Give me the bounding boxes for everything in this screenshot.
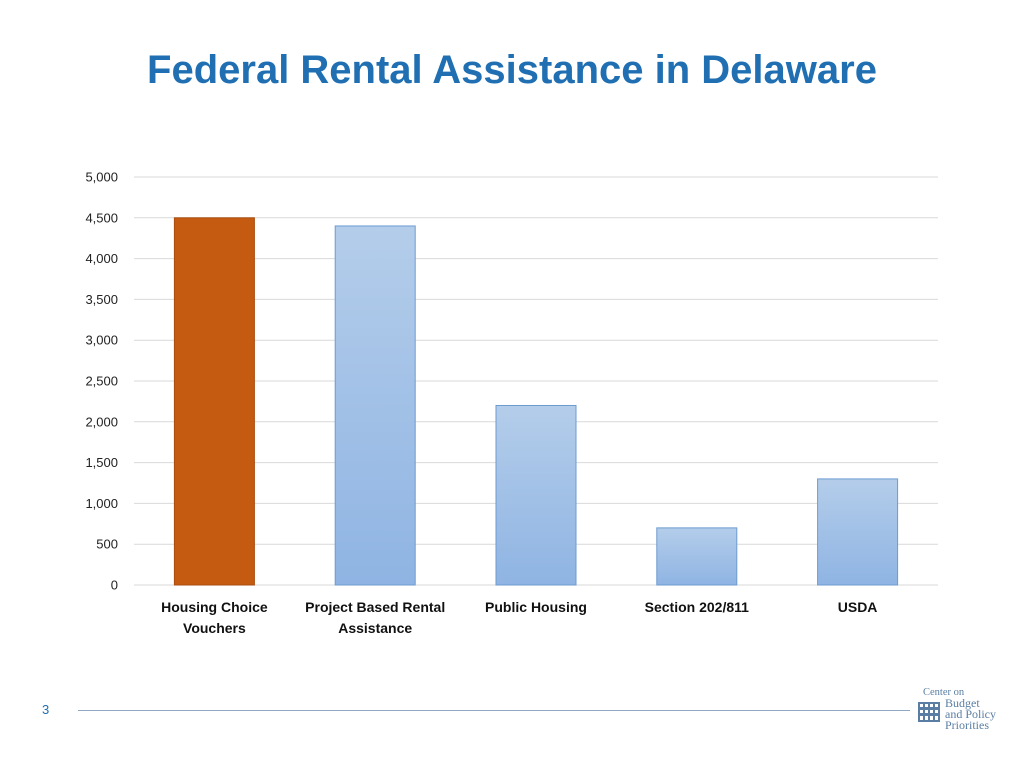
footer-divider bbox=[78, 710, 910, 711]
x-category-label: Project Based Rental bbox=[305, 599, 445, 615]
y-tick-label: 4,000 bbox=[85, 251, 118, 266]
x-category-label: Section 202/811 bbox=[645, 599, 750, 615]
y-tick-label: 0 bbox=[111, 578, 118, 593]
bar bbox=[817, 478, 899, 586]
logo-line: Priorities bbox=[945, 718, 989, 732]
logo-line: and Policy bbox=[945, 707, 996, 721]
cbpp-logo: Center on Budget and Policy Priorities bbox=[918, 687, 999, 734]
x-category-label: Vouchers bbox=[183, 620, 246, 636]
y-tick-label: 5,000 bbox=[85, 170, 118, 185]
bar bbox=[173, 217, 255, 586]
bar-chart: 0 500 1,000 1,500 2,000 2,500 3,000 3,500 4,000 4… bbox=[85, 170, 938, 636]
bar bbox=[334, 225, 416, 586]
building-icon bbox=[918, 702, 940, 722]
bar bbox=[656, 527, 738, 586]
y-tick-label: 1,500 bbox=[85, 455, 118, 470]
x-category-label: Assistance bbox=[338, 620, 412, 636]
page-title: Federal Rental Assistance in Delaware bbox=[147, 48, 877, 92]
y-tick-label: 2,500 bbox=[85, 374, 118, 389]
y-tick-label: 3,500 bbox=[85, 292, 118, 307]
logo-line: Center on bbox=[923, 687, 965, 698]
y-axis-ticks: 0 500 1,000 1,500 2,000 2,500 3,000 3,500 4,000 4… bbox=[85, 170, 118, 593]
y-tick-label: 2,000 bbox=[85, 414, 118, 429]
y-tick-label: 1,000 bbox=[85, 496, 118, 511]
y-tick-label: 4,500 bbox=[85, 210, 118, 225]
bars bbox=[173, 217, 899, 586]
x-axis-categories: Housing Choice Vouchers Project Based Rent… bbox=[161, 599, 877, 636]
page-number: 3 bbox=[42, 702, 50, 717]
bar bbox=[495, 404, 577, 586]
logo-wordmark: Center on Budget and Policy Priorities bbox=[923, 687, 999, 732]
y-tick-label: 500 bbox=[96, 537, 118, 552]
y-tick-label: 3,000 bbox=[85, 333, 118, 348]
x-category-label: Housing Choice bbox=[161, 599, 268, 615]
x-category-label: Public Housing bbox=[485, 599, 587, 615]
x-category-label: USDA bbox=[838, 599, 878, 615]
logo-line: Budget bbox=[945, 696, 980, 710]
